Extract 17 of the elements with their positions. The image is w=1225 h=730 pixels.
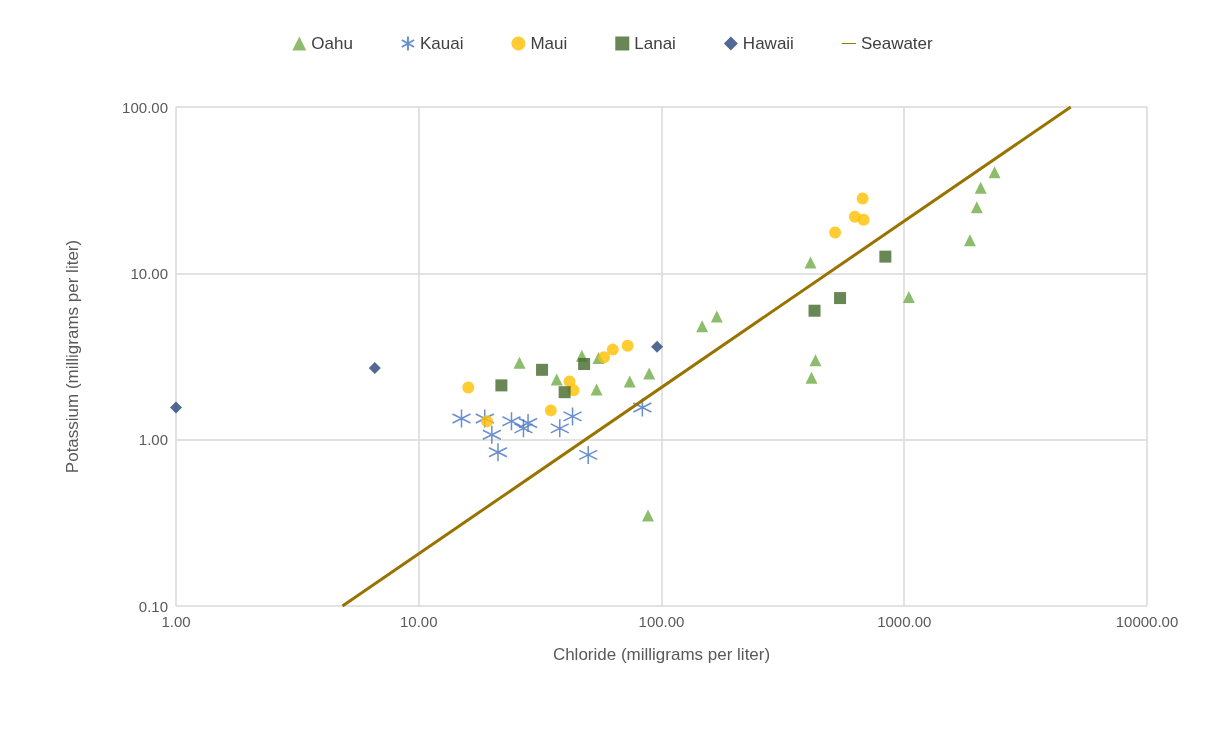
y-tick-label: 10.00	[130, 264, 168, 282]
y-axis-title: Potassium (milligrams per liter)	[63, 239, 82, 474]
x-tick-label: 1000.00	[877, 613, 932, 630]
legend-label: Maui	[530, 34, 568, 53]
y-tick-label: 1.00	[138, 431, 168, 449]
y-tick-label: 0.10	[138, 597, 168, 615]
legend-label: Hawaii	[742, 34, 794, 53]
legend-label: Seawater	[860, 34, 934, 53]
legend-label: Kauai	[419, 34, 464, 53]
x-tick-label: 10.00	[399, 613, 438, 630]
x-axis-title: Chloride (milligrams per liter)	[552, 645, 771, 664]
y-tick-label: 100.00	[122, 98, 168, 116]
x-tick-label: 100.00	[638, 613, 685, 630]
x-tick-label: 1.00	[161, 613, 191, 630]
x-tick-label: 10000.00	[1115, 613, 1179, 630]
legend-label: Lanai	[634, 34, 676, 53]
legend-label: Oahu	[311, 34, 353, 53]
